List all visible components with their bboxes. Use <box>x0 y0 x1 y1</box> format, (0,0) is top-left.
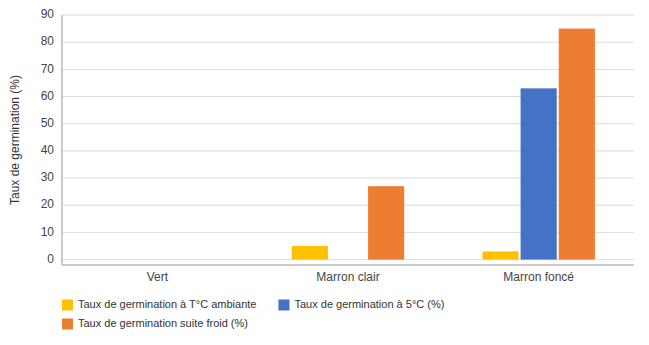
legend-item: Taux de germination à 5°C (%) <box>278 298 444 311</box>
y-tick-label: 10 <box>41 225 55 239</box>
legend-swatch <box>278 300 289 311</box>
bar <box>482 251 518 259</box>
chart-container: 0 10 20 30 40 50 60 70 80 90 Taux de germination (… <box>0 0 649 345</box>
y-tick-label: 50 <box>41 116 55 130</box>
legend-item: Taux de germination suite froid (%) <box>62 317 248 330</box>
y-tick-label: 30 <box>41 170 55 184</box>
legend-label: Taux de germination à 5°C (%) <box>294 298 444 310</box>
x-tick-label: Vert <box>147 270 169 284</box>
y-axis-label: Taux de germination (%) <box>8 75 22 205</box>
y-tick-label: 0 <box>47 252 54 266</box>
bar <box>292 246 328 260</box>
y-tick-label: 80 <box>41 34 55 48</box>
x-tick-label: Marron clair <box>316 270 379 284</box>
legend-item: Taux de germination à T°C ambiante <box>62 298 256 311</box>
legend-swatch <box>62 319 73 330</box>
bar <box>177 259 213 260</box>
y-tick-label: 70 <box>41 62 55 76</box>
bar <box>139 259 175 260</box>
y-tick-label: 60 <box>41 89 55 103</box>
y-axis-line <box>62 15 63 265</box>
y-ticks: 0 10 20 30 40 50 60 70 80 90 <box>41 7 55 266</box>
x-axis-line <box>62 265 634 266</box>
x-ticks: Vert Marron clair Marron foncé <box>147 270 575 284</box>
bar <box>101 259 137 260</box>
legend: Taux de germination à T°C ambiante Taux d… <box>62 298 444 330</box>
bar <box>521 88 557 259</box>
grid-line <box>62 15 634 16</box>
bar <box>559 29 595 260</box>
legend-swatch <box>62 300 73 311</box>
legend-label: Taux de germination à T°C ambiante <box>78 298 256 310</box>
bar <box>330 259 366 260</box>
x-tick-label: Marron foncé <box>503 270 574 284</box>
grid-line <box>62 69 634 70</box>
grid <box>62 15 634 260</box>
legend-label: Taux de germination suite froid (%) <box>78 317 248 329</box>
y-tick-label: 90 <box>41 7 55 21</box>
grid-line <box>62 42 634 43</box>
y-tick-label: 40 <box>41 143 55 157</box>
bar <box>368 186 404 259</box>
chart: 0 10 20 30 40 50 60 70 80 90 Taux de germination (… <box>0 0 649 345</box>
bars <box>292 29 595 260</box>
y-tick-label: 20 <box>41 197 55 211</box>
